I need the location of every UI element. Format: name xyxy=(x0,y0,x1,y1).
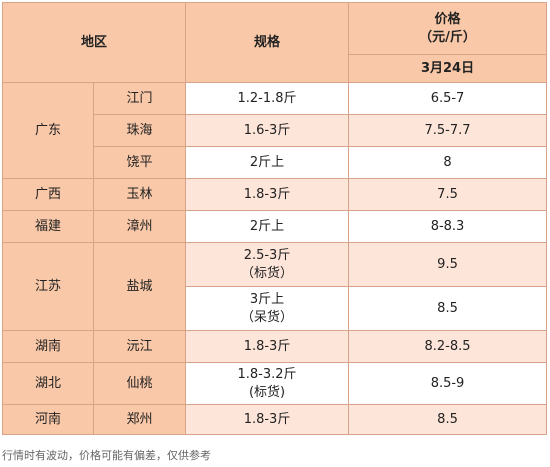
table-row: 河南 郑州 1.8-3斤 8.5 xyxy=(2,404,548,435)
table-row: 3斤上 （呆货） 8.5 xyxy=(3,286,548,331)
spec-note: （标货） xyxy=(241,265,294,281)
spec-cell: 2.5-3斤 （标货） xyxy=(185,242,350,287)
header-date-row: 3月24日 xyxy=(3,54,548,83)
header-date: 3月24日 xyxy=(348,54,548,83)
table-row: 福建 漳州 2斤上 8-8.3 xyxy=(2,210,548,243)
price-table: 地区 规格 价格 （元/斤） 3月24日 广东 江门 1.2-1.8斤 6.5-… xyxy=(1,2,548,435)
spec-text: 2.5-3斤 xyxy=(243,247,291,263)
city-cell: 江门 xyxy=(92,82,187,115)
price-cell: 8-8.3 xyxy=(348,210,548,243)
header-region: 地区 xyxy=(1,2,187,83)
table-row: 湖北 仙桃 1.8-3.2斤 (标货) 8.5-9 xyxy=(2,362,548,405)
table-row: 珠海 1.6-3斤 7.5-7.7 xyxy=(3,114,548,147)
table-row: 江苏 盐城 2.5-3斤 （标货） 9.5 xyxy=(2,242,548,331)
price-cell: 9.5 xyxy=(348,242,548,287)
spec-cell: 3斤上 （呆货） xyxy=(185,286,350,331)
city-cell: 盐城 xyxy=(92,242,187,331)
spec-note: （呆货） xyxy=(241,309,294,325)
header-price-label: 价格 xyxy=(434,11,461,27)
price-cell: 8 xyxy=(348,146,548,179)
spec-note: (标货) xyxy=(248,384,286,400)
region-cell: 福建 xyxy=(2,210,94,243)
city-cell: 饶平 xyxy=(92,146,187,179)
header-price-unit: （元/斤） xyxy=(419,29,476,45)
footnote: 行情时有波动，价格可能有偏差，仅供参考 xyxy=(2,449,211,462)
header-price: 价格 （元/斤） xyxy=(348,2,548,55)
price-cell: 7.5-7.7 xyxy=(348,114,548,147)
spec-cell: 1.2-1.8斤 xyxy=(185,82,350,115)
header-row: 地区 规格 价格 （元/斤） xyxy=(1,2,548,83)
region-cell: 广西 xyxy=(2,178,94,211)
spec-text: 3斤上 xyxy=(249,291,285,307)
city-cell: 珠海 xyxy=(92,114,187,147)
table-row: 广东 江门 1.2-1.8斤 6.5-7 xyxy=(2,82,548,179)
region-cell: 河南 xyxy=(2,404,94,435)
region-cell: 广东 xyxy=(2,82,94,179)
table-row: 饶平 2斤上 8 xyxy=(3,146,548,179)
price-cell: 8.5-9 xyxy=(348,362,548,405)
city-cell: 仙桃 xyxy=(92,362,187,405)
spec-text: 1.8-3.2斤 xyxy=(237,366,297,382)
city-cell: 漳州 xyxy=(92,210,187,243)
table-row: 广西 玉林 1.8-3斤 7.5 xyxy=(2,178,548,211)
region-cell: 江苏 xyxy=(2,242,94,331)
price-cell: 8.5 xyxy=(348,286,548,331)
table-row: 湖南 沅江 1.8-3斤 8.2-8.5 xyxy=(2,330,548,363)
city-cell: 玉林 xyxy=(92,178,187,211)
spec-cell: 2斤上 xyxy=(185,146,350,179)
spec-cell: 1.8-3斤 xyxy=(185,404,350,435)
price-cell: 6.5-7 xyxy=(348,82,548,115)
city-cell: 郑州 xyxy=(92,404,187,435)
price-cell: 8.2-8.5 xyxy=(348,330,548,363)
price-cell: 8.5 xyxy=(348,404,548,435)
header-spec: 规格 xyxy=(185,2,350,83)
price-cell: 7.5 xyxy=(348,178,548,211)
spec-cell: 1.8-3斤 xyxy=(185,178,350,211)
region-cell: 湖南 xyxy=(2,330,94,363)
spec-cell: 2斤上 xyxy=(185,210,350,243)
city-cell: 沅江 xyxy=(92,330,187,363)
spec-cell: 1.6-3斤 xyxy=(185,114,350,147)
spec-cell: 1.8-3斤 xyxy=(185,330,350,363)
spec-cell: 1.8-3.2斤 (标货) xyxy=(185,362,350,405)
region-cell: 湖北 xyxy=(2,362,94,405)
